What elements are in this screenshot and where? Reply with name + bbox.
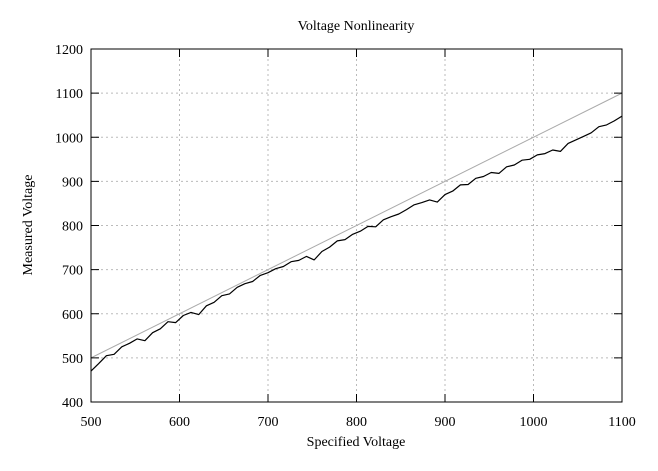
axis-ticks bbox=[90, 48, 623, 403]
ideal-reference-line bbox=[90, 92, 623, 359]
measured-voltage-line bbox=[90, 115, 623, 372]
y-tick-label: 800 bbox=[62, 220, 83, 235]
y-tick-label: 900 bbox=[62, 175, 83, 190]
y-tick-labels: 400 500 600 700 800 900 1000 1100 1200 bbox=[55, 43, 83, 411]
x-tick-label: 1100 bbox=[608, 415, 635, 430]
y-tick-label: 400 bbox=[62, 396, 83, 411]
x-tick-label: 800 bbox=[346, 415, 367, 430]
x-tick-label: 600 bbox=[169, 415, 190, 430]
x-tick-label: 900 bbox=[435, 415, 456, 430]
x-tick-label: 1000 bbox=[520, 415, 548, 430]
x-tick-label: 700 bbox=[258, 415, 279, 430]
y-tick-label: 700 bbox=[62, 264, 83, 279]
x-tick-label: 500 bbox=[81, 415, 102, 430]
x-axis-label: Specified Voltage bbox=[307, 435, 406, 450]
chart-title: Voltage Nonlinearity bbox=[298, 19, 415, 34]
y-tick-label: 1100 bbox=[56, 87, 83, 102]
y-tick-label: 1200 bbox=[55, 43, 83, 58]
y-tick-label: 600 bbox=[62, 308, 83, 323]
y-tick-label: 1000 bbox=[55, 131, 83, 146]
x-tick-labels: 500 600 700 800 900 1000 1100 bbox=[81, 415, 636, 430]
y-tick-label: 500 bbox=[62, 352, 83, 367]
y-axis-label: Measured Voltage bbox=[21, 175, 36, 276]
